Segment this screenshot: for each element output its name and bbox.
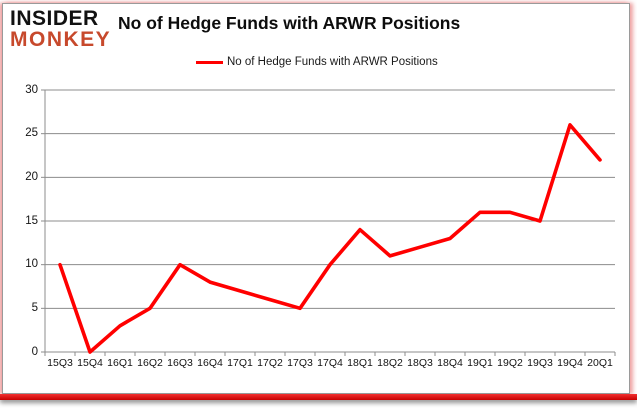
logo-text-monkey: MONKEY [10, 27, 112, 51]
x-axis-label: 15Q3 [47, 357, 73, 369]
x-axis-label: 16Q4 [197, 357, 223, 369]
x-axis-label: 15Q4 [77, 357, 103, 369]
legend: No of Hedge Funds with ARWR Positions [196, 56, 438, 68]
y-axis-label: 15 [25, 214, 38, 227]
x-axis-label: 19Q3 [527, 357, 553, 369]
bottom-red-bar [0, 394, 637, 400]
x-axis-label: 17Q3 [287, 357, 313, 369]
x-axis-label: 18Q3 [407, 357, 433, 369]
series-line [58, 123, 602, 354]
x-axis-label: 19Q1 [467, 357, 493, 369]
legend-label: No of Hedge Funds with ARWR Positions [227, 56, 438, 68]
y-axis-label: 10 [25, 258, 38, 271]
logo-text-insider: INSIDER [10, 7, 99, 30]
y-axis-label: 5 [31, 301, 38, 314]
x-axis-label: 17Q1 [227, 357, 253, 369]
x-axis-label: 20Q1 [587, 357, 613, 369]
chart-title: No of Hedge Funds with ARWR Positions [118, 13, 461, 33]
y-axis-label: 20 [25, 170, 38, 183]
x-axis-label: 16Q1 [107, 357, 133, 369]
x-axis-label: 18Q2 [377, 357, 403, 369]
y-axis-label: 30 [25, 83, 38, 96]
x-axis-label: 18Q4 [437, 357, 463, 369]
insider-monkey-logo: INSIDER MONKEY [10, 7, 112, 51]
y-axis-label: 0 [31, 345, 38, 358]
x-axis-label: 16Q3 [167, 357, 193, 369]
x-axis-label: 17Q2 [257, 357, 283, 369]
x-axis-label: 16Q2 [137, 357, 163, 369]
chart-panel [2, 3, 630, 394]
x-axis-label: 18Q1 [347, 357, 373, 369]
y-axis-label: 25 [25, 127, 38, 140]
x-axis-label: 19Q2 [497, 357, 523, 369]
legend-line-swatch [196, 60, 223, 64]
x-axis-label: 17Q4 [317, 357, 343, 369]
x-axis-label: 19Q4 [557, 357, 583, 369]
